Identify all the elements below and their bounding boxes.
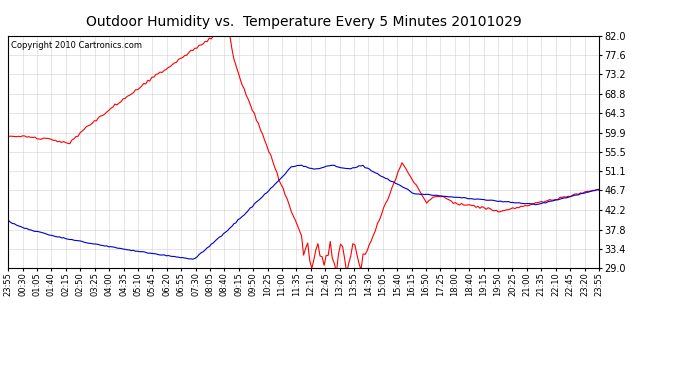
Text: Copyright 2010 Cartronics.com: Copyright 2010 Cartronics.com xyxy=(11,42,142,51)
Text: Outdoor Humidity vs.  Temperature Every 5 Minutes 20101029: Outdoor Humidity vs. Temperature Every 5… xyxy=(86,15,522,29)
